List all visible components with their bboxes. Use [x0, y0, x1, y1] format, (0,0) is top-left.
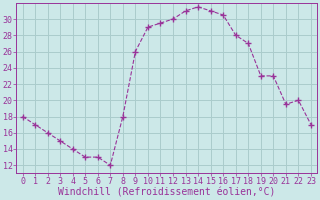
X-axis label: Windchill (Refroidissement éolien,°C): Windchill (Refroidissement éolien,°C) [58, 187, 276, 197]
